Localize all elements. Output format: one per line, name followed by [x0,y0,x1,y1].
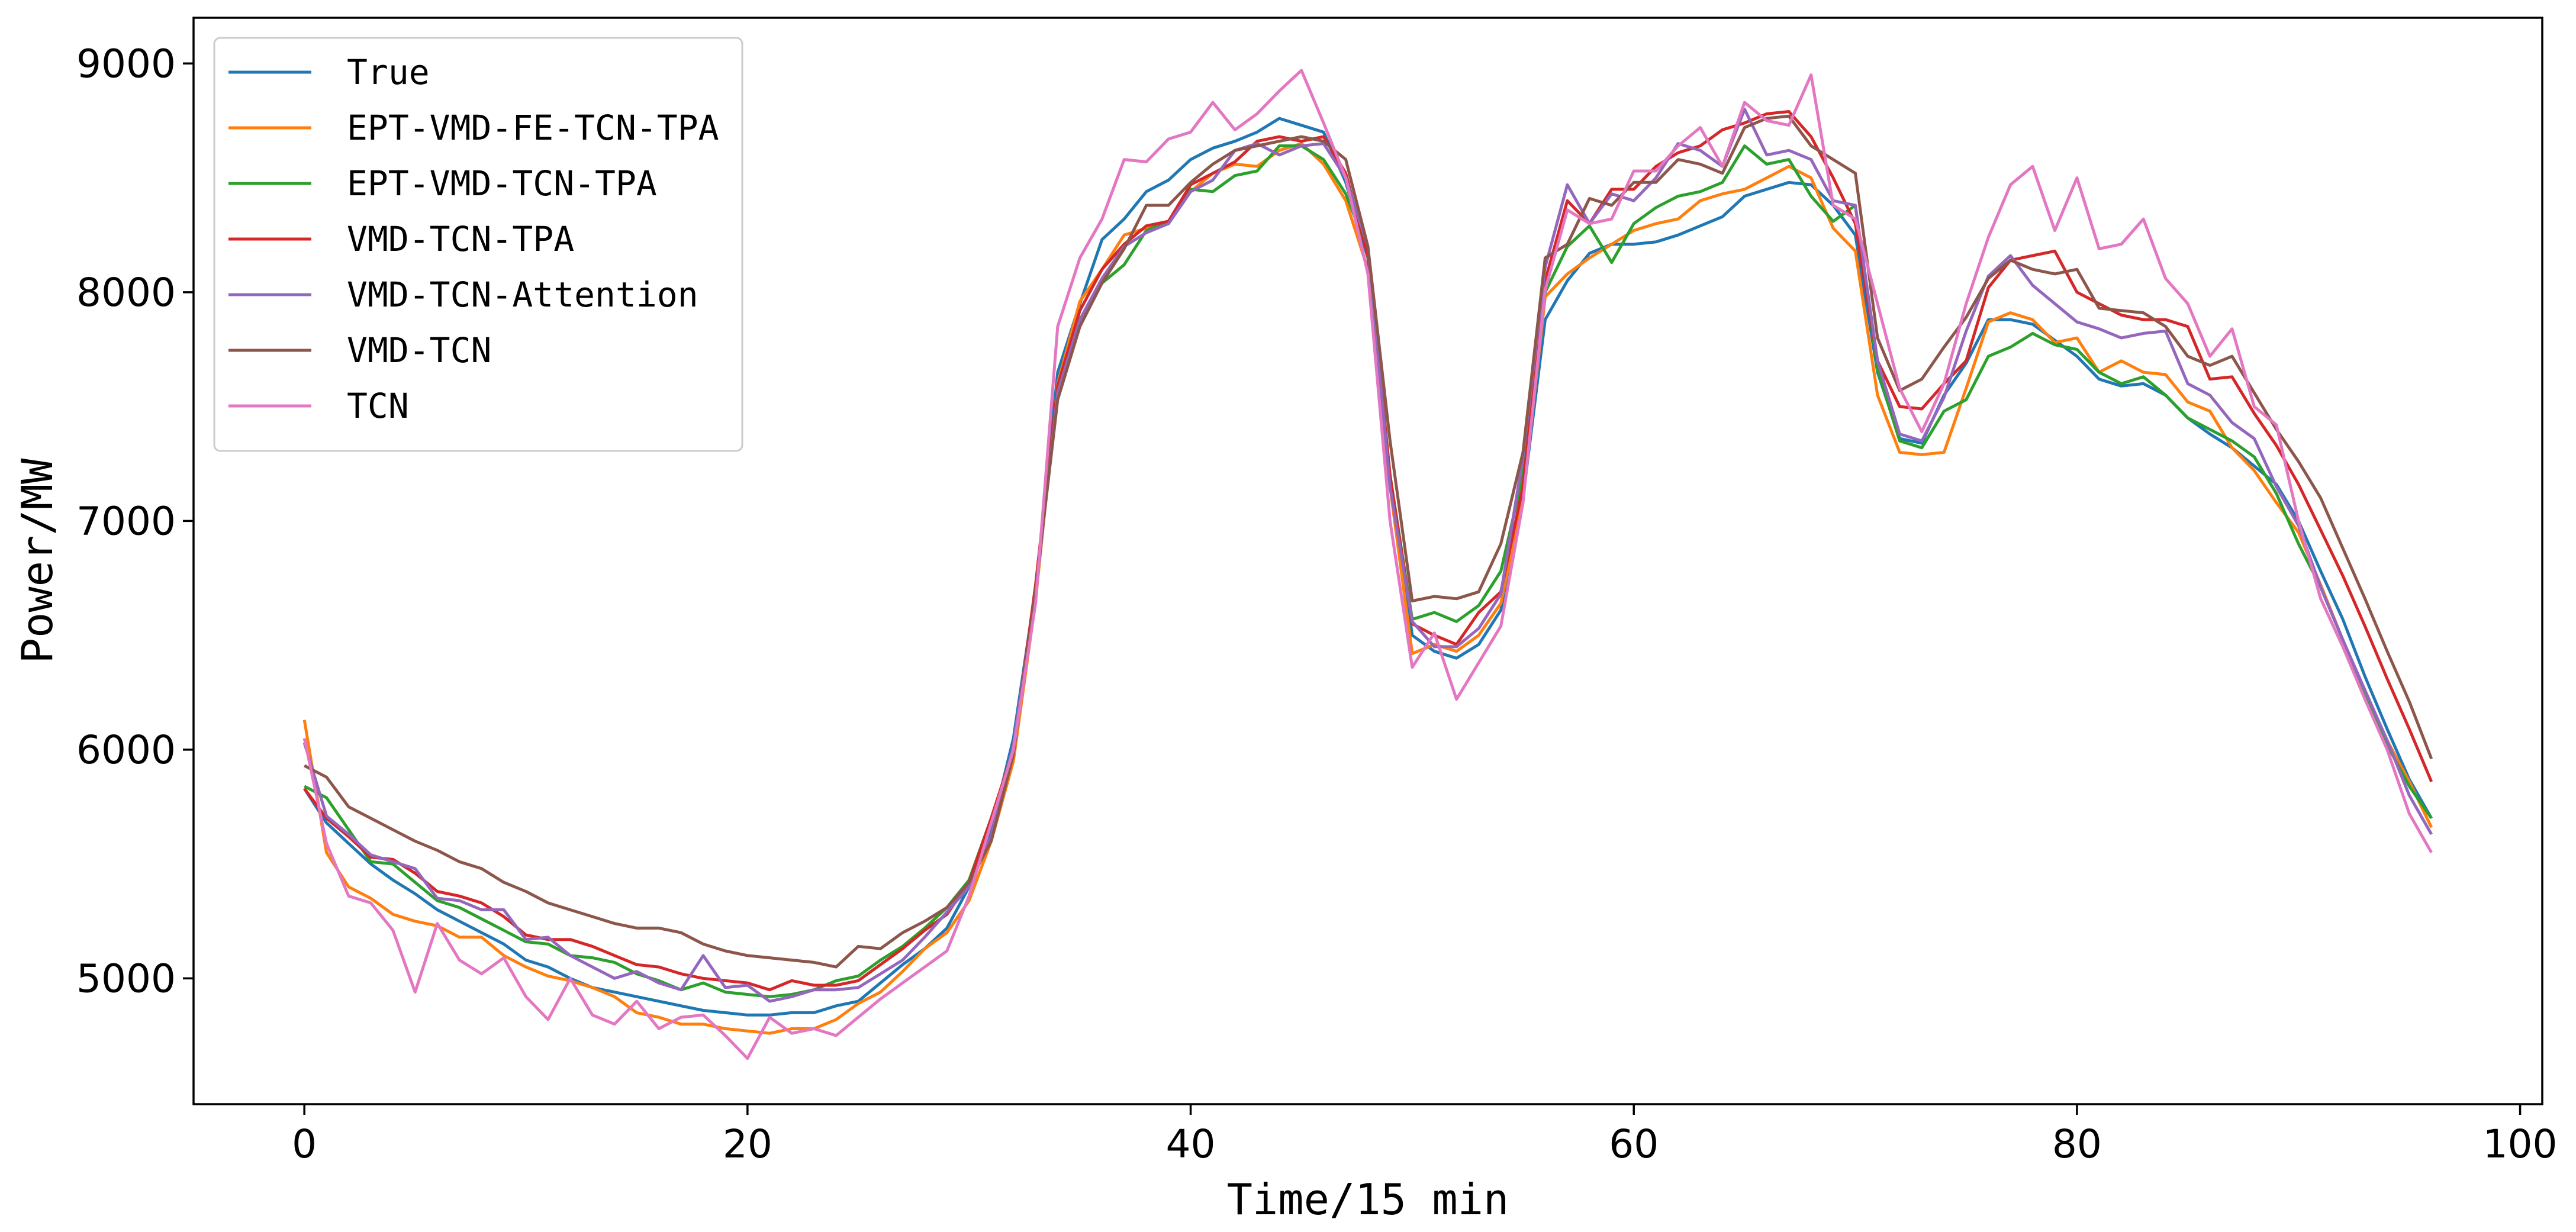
legend-entry-label: EPT-VMD-TCN-TPA [347,163,657,204]
y-tick-label: 7000 [76,498,176,544]
x-tick-label: 0 [292,1121,317,1167]
y-axis: 5000 6000 7000 8000 9000 [76,41,194,1001]
legend-entry-label: VMD-TCN-TPA [347,219,574,259]
legend-entry-label: VMD-TCN-Attention [347,275,698,315]
x-tick-label: 40 [1166,1121,1216,1167]
legend-entry-label: TCN [347,386,409,426]
y-axis-label: Power/MW [12,458,62,663]
legend-entry-label: True [347,52,430,92]
plot-frame [192,17,2543,1105]
series-line-6 [302,69,2433,1060]
legend: True EPT-VMD-FE-TCN-TPA EPT-VMD-TCN-TPA VMD… [213,37,743,452]
legend-box [213,37,743,452]
y-tick-label: 8000 [76,270,176,315]
x-axis: 0 20 40 60 80 100 [292,1104,2558,1167]
y-tick-label: 5000 [76,956,176,1001]
x-axis-label: Time/15 min [1227,1175,1509,1224]
y-tick-label: 6000 [76,727,176,773]
legend-entry-label: VMD-TCN [347,330,491,370]
y-tick-label: 9000 [76,41,176,86]
x-tick-label: 60 [1609,1121,1659,1167]
series-line-5 [304,114,2433,969]
x-tick-label: 20 [723,1121,772,1167]
x-tick-label: 80 [2052,1121,2102,1167]
legend-entry-label: EPT-VMD-FE-TCN-TPA [347,108,719,148]
series-layer [302,69,2433,1060]
x-tick-label: 100 [2483,1121,2558,1167]
